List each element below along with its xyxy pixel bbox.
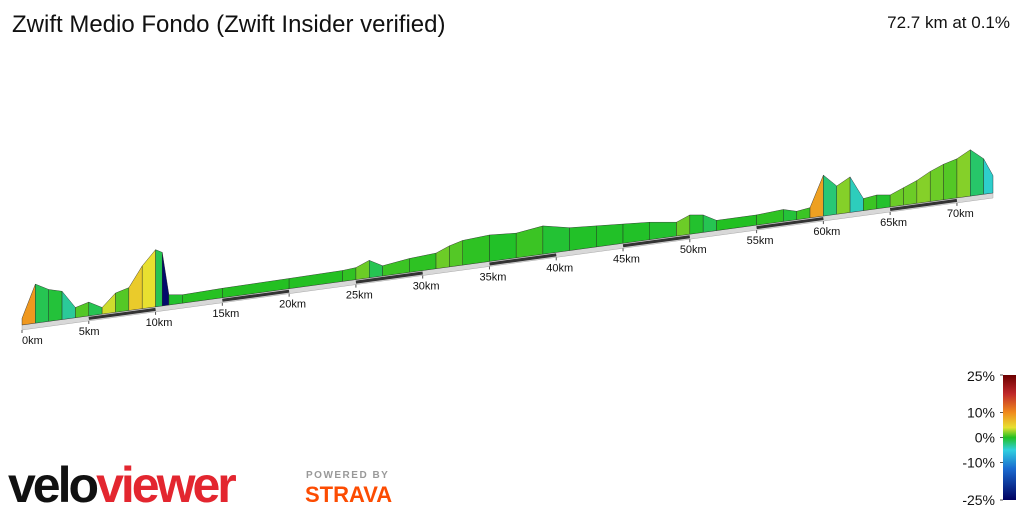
profile-segment — [956, 149, 971, 199]
profile-segment — [409, 252, 437, 273]
profile-segment — [569, 225, 597, 251]
x-tick-label: 25km — [346, 290, 373, 302]
logo-viewer: viewer — [96, 457, 236, 512]
x-tick-label: 10km — [146, 317, 173, 329]
profile-segment — [903, 180, 918, 206]
profile-segment — [75, 301, 89, 318]
road-band — [88, 307, 156, 320]
x-tick-label: 35km — [479, 271, 506, 283]
profile-segment — [449, 240, 463, 268]
profile-segment — [155, 249, 163, 308]
profile-segment — [515, 225, 544, 259]
road-band — [756, 217, 824, 230]
color-tick-label: 0% — [975, 430, 995, 446]
x-tick-label: 40km — [546, 262, 573, 274]
profile-segment — [596, 223, 624, 248]
logo: veloviewer — [8, 457, 236, 512]
strava: STRAVA — [305, 482, 392, 507]
profile-segment — [622, 222, 650, 244]
profile-segment — [435, 245, 450, 269]
profile-segment — [916, 171, 931, 204]
profile-segment — [462, 234, 490, 266]
profile-segment — [489, 232, 517, 262]
profile-segment — [943, 158, 958, 200]
color-bar — [1003, 375, 1016, 500]
x-tick-label: 45km — [613, 253, 640, 265]
x-tick-label: 60km — [813, 226, 840, 238]
x-tick-label: 15km — [212, 308, 239, 320]
profile-segment — [849, 176, 864, 213]
x-tick-label: 70km — [947, 208, 974, 220]
x-tick-label: 5km — [79, 326, 100, 338]
color-tick-label: -10% — [962, 455, 995, 471]
profile-segment — [35, 283, 49, 324]
profile-segment — [342, 267, 357, 282]
profile-segment — [115, 287, 130, 313]
profile-segment — [101, 292, 116, 315]
x-tick-label: 30km — [413, 281, 440, 293]
x-tick-label: 50km — [680, 244, 707, 256]
x-tick-label: 0km — [22, 335, 43, 347]
chart-title: Zwift Medio Fondo (Zwift Insider verifie… — [12, 11, 445, 38]
profile-segment — [369, 260, 383, 279]
profile-segment — [355, 260, 370, 280]
road-band — [889, 198, 958, 211]
logo-velo: velo — [8, 457, 98, 512]
profile-segment — [836, 176, 851, 215]
road-band — [489, 253, 557, 266]
profile-segment — [702, 214, 717, 233]
profile-segment — [983, 158, 994, 195]
profile-segment — [809, 175, 824, 219]
profile-segment — [128, 265, 143, 311]
profile-segment — [876, 194, 891, 210]
color-tick-label: -25% — [962, 492, 995, 508]
profile-segment — [162, 252, 170, 307]
profile-segment — [21, 284, 36, 326]
profile-segment — [970, 149, 984, 197]
road-band — [622, 235, 691, 248]
road-band — [222, 289, 290, 302]
profile-segment — [689, 214, 704, 235]
profile-segment — [542, 225, 570, 255]
profile-segment — [676, 214, 691, 237]
profile-segment — [48, 289, 63, 322]
summary: 72.7 km at 0.1% — [887, 13, 1010, 32]
color-tick-label: 10% — [967, 405, 995, 421]
profile-segment — [889, 187, 904, 208]
x-tick-label: 20km — [279, 299, 306, 311]
color-tick-label: 25% — [967, 368, 995, 384]
road-band — [355, 271, 423, 284]
profile-segment — [796, 207, 811, 220]
powered-by: POWERED BY — [306, 470, 389, 481]
profile-segment — [88, 301, 103, 317]
profile-segment — [823, 174, 837, 217]
x-tick-label: 55km — [747, 235, 774, 247]
x-tick-label: 65km — [880, 217, 907, 229]
profile-segment — [142, 249, 156, 309]
profile-segment — [783, 209, 797, 222]
profile-segment — [930, 163, 944, 202]
profile-segment — [863, 194, 878, 211]
profile-segment — [168, 294, 183, 306]
profile-segment — [61, 290, 76, 320]
